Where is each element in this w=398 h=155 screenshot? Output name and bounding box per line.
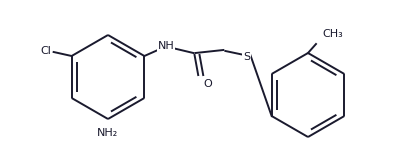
Text: NH₂: NH₂ bbox=[98, 128, 119, 138]
Text: S: S bbox=[243, 52, 250, 62]
Text: Cl: Cl bbox=[41, 46, 52, 56]
Text: O: O bbox=[203, 79, 212, 89]
Text: NH: NH bbox=[158, 41, 175, 51]
Text: CH₃: CH₃ bbox=[322, 29, 343, 39]
